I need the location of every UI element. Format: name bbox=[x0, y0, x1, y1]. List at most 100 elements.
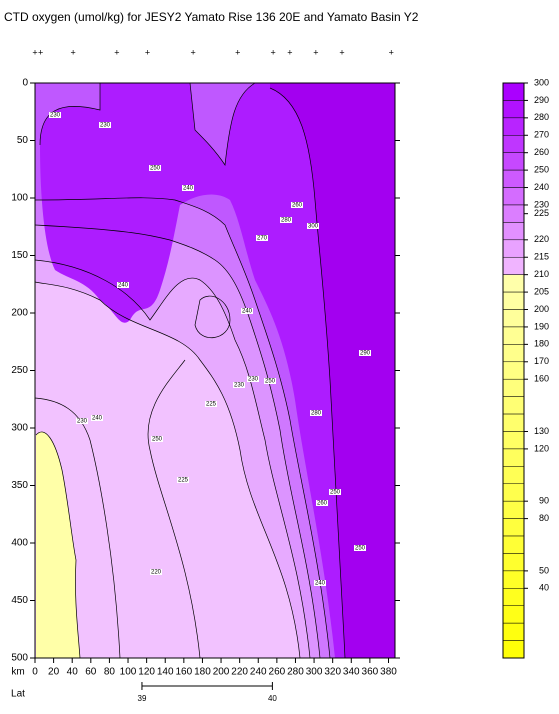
colorbar-band bbox=[502, 483, 525, 502]
y-tick-label: 400 bbox=[11, 538, 28, 549]
colorbar-band bbox=[502, 82, 525, 101]
contour-label: 280 bbox=[281, 218, 292, 224]
colorbar-band bbox=[502, 553, 525, 572]
colorbar-band bbox=[502, 466, 525, 485]
colorbar-tick-label: 290 bbox=[534, 95, 549, 105]
contour-label: 250 bbox=[152, 437, 163, 443]
contour-label-bg bbox=[291, 202, 303, 208]
contour-line bbox=[34, 281, 301, 659]
colorbar-band bbox=[502, 274, 525, 293]
contour-label-bg bbox=[99, 122, 111, 128]
x-tick-label: 20 bbox=[48, 667, 60, 678]
colorbar-tick-label: 90 bbox=[539, 496, 549, 506]
colorbar-band bbox=[502, 622, 525, 641]
station-marker: + bbox=[287, 47, 292, 57]
colorbar-tick-label: 120 bbox=[534, 443, 549, 453]
contour-label: 230 bbox=[248, 377, 259, 383]
contour-label-bg bbox=[247, 376, 259, 382]
y-tick-label: 0 bbox=[22, 78, 28, 89]
contour-label: 230 bbox=[234, 383, 245, 389]
colorbar-band bbox=[502, 396, 525, 415]
y-tick-label: 100 bbox=[11, 193, 28, 204]
colorbar-band bbox=[502, 326, 525, 345]
colorbar-tick-label: 230 bbox=[534, 199, 549, 209]
colorbar-band bbox=[502, 448, 525, 467]
x-tick-label: 360 bbox=[362, 667, 379, 678]
contour-label: 300 bbox=[308, 224, 319, 230]
colorbar-band bbox=[502, 239, 525, 258]
contour-line bbox=[269, 87, 346, 659]
station-marker: + bbox=[71, 47, 76, 57]
region-260 bbox=[40, 83, 395, 658]
contour-label: 225 bbox=[206, 402, 217, 408]
contour-label: 230 bbox=[100, 123, 111, 129]
colorbar-band bbox=[502, 605, 525, 624]
contour-label: 270 bbox=[257, 236, 268, 242]
contour-label-bg bbox=[329, 489, 341, 495]
colorbar-tick-label: 250 bbox=[534, 164, 549, 174]
colorbar-tick-label: 210 bbox=[534, 269, 549, 279]
station-marker: + bbox=[38, 47, 43, 57]
x-tick-label: 260 bbox=[269, 667, 286, 678]
colorbar-band bbox=[502, 135, 525, 153]
contour-label: 250 bbox=[150, 166, 161, 172]
contour-label-bg bbox=[205, 401, 217, 407]
colorbar-frame bbox=[502, 82, 525, 659]
x-tick-label: 240 bbox=[250, 667, 267, 678]
x-tick-label: 180 bbox=[194, 667, 211, 678]
contour-line bbox=[35, 431, 81, 659]
colorbar-tick-label: 280 bbox=[534, 112, 549, 122]
x-tick-label: 140 bbox=[157, 667, 174, 678]
x-tick-label: 380 bbox=[380, 667, 397, 678]
contour-line bbox=[147, 359, 201, 659]
colorbar-tick-label: 225 bbox=[534, 208, 549, 218]
field bbox=[34, 82, 395, 659]
colorbar-band bbox=[502, 256, 525, 275]
y-tick-label: 300 bbox=[11, 423, 28, 434]
contour-label-bg bbox=[241, 308, 253, 314]
contour-label-bg bbox=[256, 235, 268, 241]
colorbar-tick-label: 190 bbox=[534, 321, 549, 331]
contour-label: 240 bbox=[118, 283, 129, 289]
station-marker: + bbox=[235, 47, 240, 57]
x-tick-label: 320 bbox=[324, 667, 341, 678]
contour-label: 240 bbox=[315, 581, 326, 587]
x-tick-label: 120 bbox=[138, 667, 155, 678]
y-tick-label: 150 bbox=[11, 250, 28, 261]
contour-label-bg bbox=[354, 545, 366, 551]
contour-label-bg bbox=[149, 165, 161, 171]
contour-label-bg bbox=[310, 410, 322, 416]
colorbar-band bbox=[502, 535, 525, 554]
contour-label: 250 bbox=[265, 379, 276, 385]
x2-tick-label: 39 bbox=[138, 694, 147, 703]
colorbar-band bbox=[502, 222, 525, 241]
x-axis-label: km bbox=[11, 667, 24, 678]
contour-label-bg bbox=[359, 350, 371, 356]
colorbar-band bbox=[502, 640, 525, 659]
x-tick-label: 60 bbox=[85, 667, 97, 678]
y-tick-label: 50 bbox=[17, 135, 29, 146]
colorbar-band bbox=[502, 117, 525, 136]
contour-line bbox=[34, 197, 331, 659]
colorbar-band bbox=[502, 344, 525, 363]
contour-line bbox=[34, 397, 121, 659]
colorbar-tick-label: 160 bbox=[534, 374, 549, 384]
x-tick-label: 200 bbox=[213, 667, 230, 678]
colorbar-tick-label: 200 bbox=[534, 304, 549, 314]
colorbar-tick-label: 270 bbox=[534, 130, 549, 140]
contour-label-bg bbox=[314, 580, 326, 586]
colorbar-tick-label: 220 bbox=[534, 234, 549, 244]
x-tick-label: 300 bbox=[306, 667, 323, 678]
contour-label-bg bbox=[91, 415, 103, 421]
x2-axis-label: Lat bbox=[11, 689, 25, 700]
colorbar-tick-label: 80 bbox=[539, 513, 549, 523]
colorbar-tick-label: 180 bbox=[534, 339, 549, 349]
colorbar-band bbox=[502, 169, 525, 188]
colorbar-band bbox=[502, 500, 525, 519]
colorbar-band bbox=[502, 152, 525, 171]
colorbar-band bbox=[502, 570, 525, 589]
contour-label: 240 bbox=[92, 416, 103, 422]
colorbar-tick-label: 170 bbox=[534, 356, 549, 366]
colorbar-tick-label: 240 bbox=[534, 182, 549, 192]
